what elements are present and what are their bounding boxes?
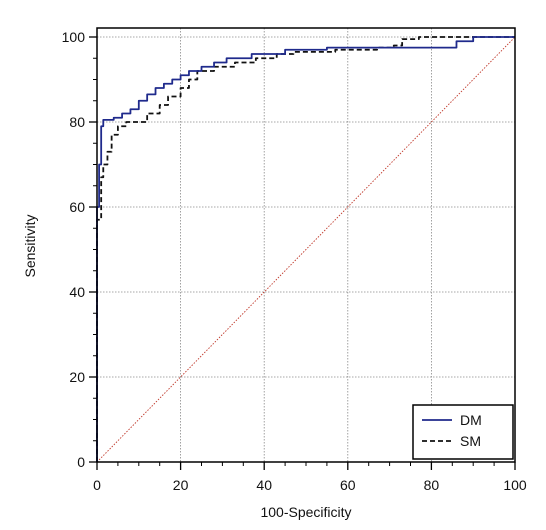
reference-diagonal: [96, 36, 516, 463]
y-tick-label: 60: [69, 199, 85, 215]
y-ticks: 0 20 40 60 80 100: [62, 29, 97, 470]
x-ticks: 0 20 40 60 80 100: [93, 462, 527, 493]
x-tick-label: 40: [256, 477, 272, 493]
y-tick-label: 40: [69, 284, 85, 300]
x-axis-title: 100-Specificity: [260, 504, 351, 520]
y-axis-title: Sensitivity: [22, 214, 38, 277]
series-line-dm: [96, 36, 515, 462]
y-tick-label: 100: [62, 29, 86, 45]
y-tick-label: 20: [69, 369, 85, 385]
x-tick-label: 60: [340, 477, 356, 493]
grid: [96, 28, 516, 463]
curves: [96, 36, 516, 463]
x-tick-label: 80: [424, 477, 440, 493]
legend-box: [412, 404, 514, 460]
series-line-sm: [96, 36, 515, 462]
y-tick-label: 80: [69, 114, 85, 130]
legend-label-sm: SM: [460, 433, 481, 449]
legend-label-dm: DM: [460, 412, 482, 428]
x-tick-label: 20: [173, 477, 189, 493]
y-tick-label: 0: [77, 454, 85, 470]
x-tick-label: 0: [93, 477, 101, 493]
plot-frame: [96, 27, 516, 463]
x-tick-label: 100: [503, 477, 527, 493]
legend: DM SM: [412, 404, 514, 460]
